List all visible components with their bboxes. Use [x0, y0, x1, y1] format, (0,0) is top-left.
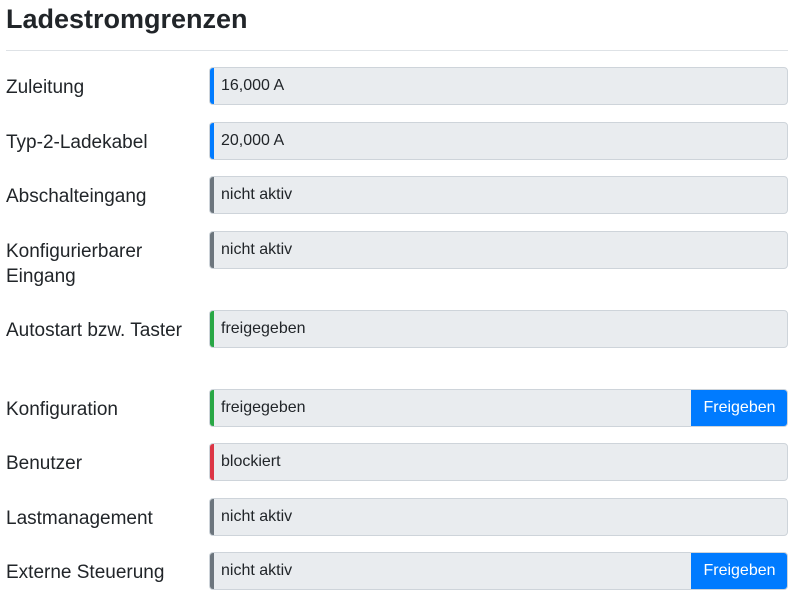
status-indicator	[210, 232, 214, 268]
row-label: Zuleitung	[6, 77, 85, 98]
page-title: Ladestromgrenzen	[6, 4, 248, 34]
status-field: freigegeben	[209, 310, 788, 348]
status-indicator	[210, 311, 214, 347]
row-label: Typ-2-Ladekabel	[6, 132, 148, 153]
status-field: nicht aktiv	[209, 176, 788, 214]
row-label: Lastmanagement	[6, 508, 153, 529]
status-value: freigegeben	[221, 399, 306, 416]
row-label: Benutzer	[6, 453, 83, 474]
freigeben-button[interactable]: Freigeben	[691, 390, 787, 426]
title-divider	[6, 50, 788, 51]
status-value: nicht aktiv	[221, 508, 293, 525]
status-field: nicht aktiv	[209, 498, 788, 536]
status-indicator	[210, 553, 214, 589]
status-indicator	[210, 177, 214, 213]
row-label: Autostart bzw. Taster	[6, 320, 183, 341]
status-field: nicht aktiv Freigeben	[209, 552, 788, 590]
status-value: blockiert	[221, 453, 281, 470]
freigeben-button[interactable]: Freigeben	[691, 553, 787, 589]
status-indicator	[210, 390, 214, 426]
status-field: 20,000 A	[209, 122, 788, 160]
row-label: Abschalteingang	[6, 186, 147, 207]
status-value: 16,000 A	[221, 77, 285, 94]
status-value: nicht aktiv	[221, 186, 293, 203]
status-indicator	[210, 68, 214, 104]
row-label: Externe Steuerung	[6, 562, 165, 583]
status-field: 16,000 A	[209, 67, 788, 105]
status-field: blockiert	[209, 443, 788, 481]
status-indicator	[210, 123, 214, 159]
status-value: 20,000 A	[221, 132, 285, 149]
status-indicator	[210, 444, 214, 480]
status-value: nicht aktiv	[221, 241, 293, 258]
status-field: nicht aktiv	[209, 231, 788, 269]
row-label: Konfigurierbarer Eingang	[6, 241, 143, 287]
status-indicator	[210, 499, 214, 535]
row-label: Konfiguration	[6, 399, 118, 420]
status-field: freigegeben Freigeben	[209, 389, 788, 427]
status-value: freigegeben	[221, 320, 306, 337]
status-value: nicht aktiv	[221, 562, 293, 579]
